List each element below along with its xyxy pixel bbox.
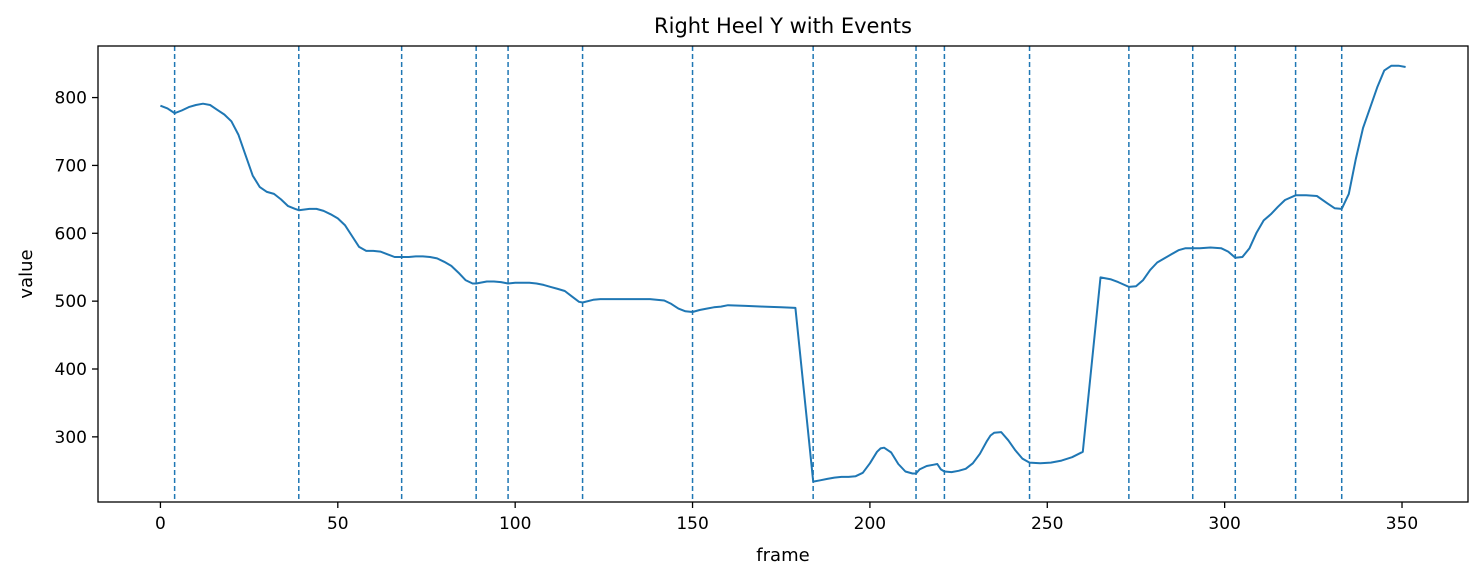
x-axis-label: frame bbox=[756, 545, 809, 566]
y-axis-label: value bbox=[16, 249, 37, 298]
x-tick-label: 150 bbox=[676, 514, 708, 534]
x-tick-label: 0 bbox=[155, 514, 166, 534]
y-tick-label: 400 bbox=[55, 360, 87, 380]
y-tick-label: 800 bbox=[55, 89, 87, 109]
y-axis-ticks: 300 400 500 600 700 800 bbox=[55, 89, 98, 448]
x-axis-ticks: 0 50 100 150 200 250 300 350 bbox=[155, 502, 1418, 534]
y-tick-label: 300 bbox=[55, 428, 87, 448]
y-tick-label: 700 bbox=[55, 156, 87, 176]
x-tick-label: 200 bbox=[854, 514, 886, 534]
y-tick-label: 600 bbox=[55, 224, 87, 244]
y-tick-label: 500 bbox=[55, 292, 87, 312]
event-markers bbox=[173, 46, 1343, 502]
series-line bbox=[160, 64, 1406, 483]
x-tick-label: 100 bbox=[499, 514, 531, 534]
plot-frame bbox=[97, 45, 1469, 503]
x-tick-label: 50 bbox=[327, 514, 349, 534]
chart-title: Right Heel Y with Events bbox=[654, 14, 912, 38]
x-tick-label: 300 bbox=[1208, 514, 1240, 534]
x-tick-label: 350 bbox=[1386, 514, 1418, 534]
x-tick-label: 250 bbox=[1031, 514, 1063, 534]
